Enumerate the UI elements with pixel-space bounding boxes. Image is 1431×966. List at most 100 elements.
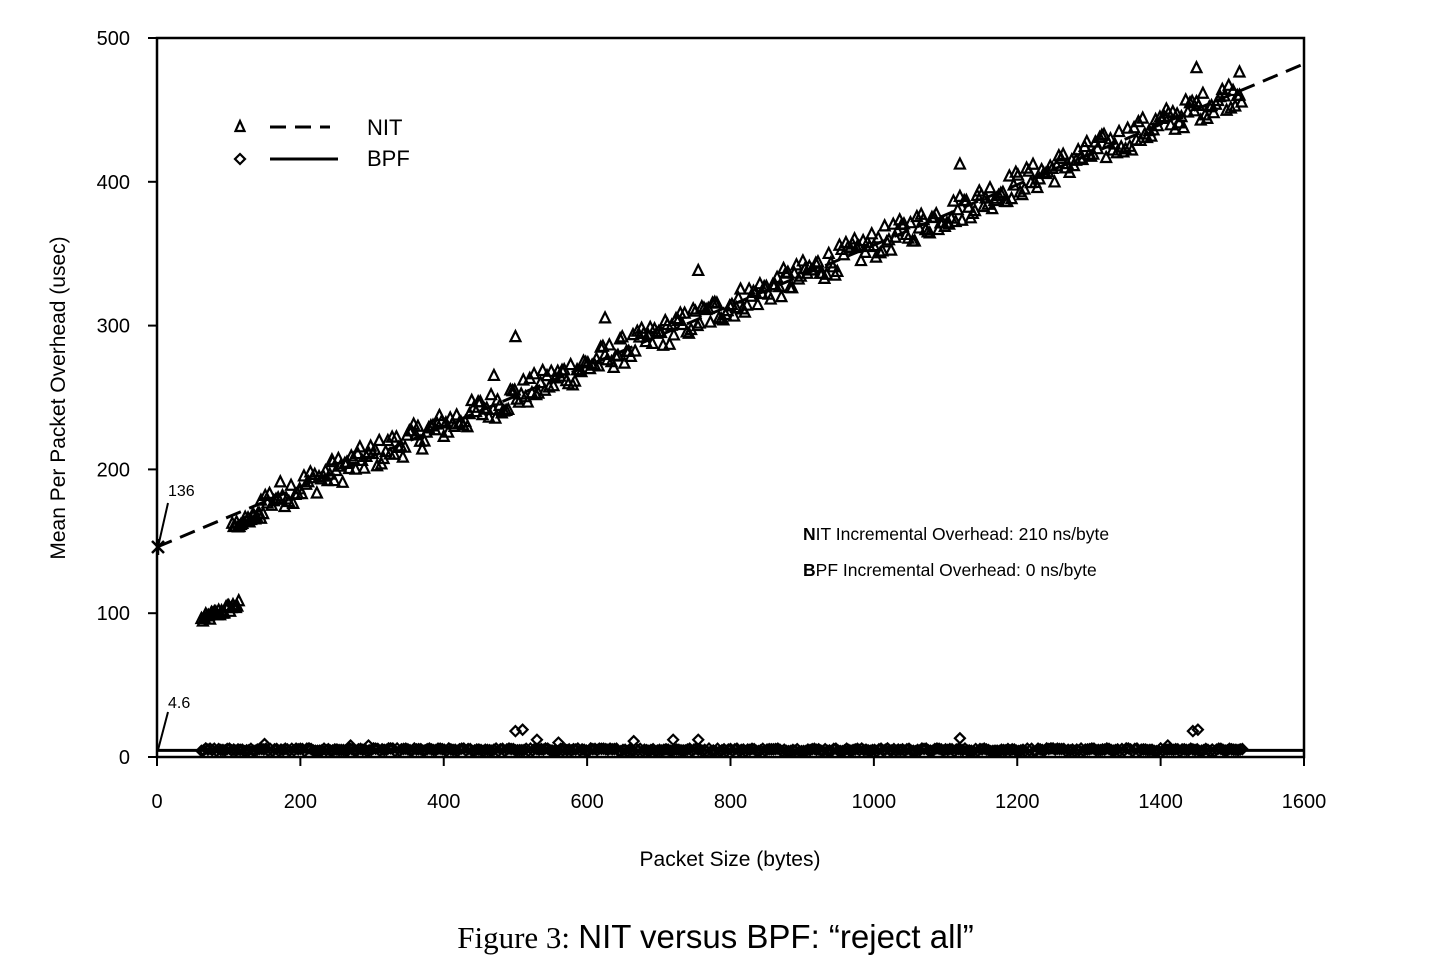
- bpf-marker-icon: [233, 152, 247, 166]
- nit-point: [310, 485, 324, 499]
- nit-point: [1168, 121, 1182, 135]
- nit-point: [527, 365, 541, 380]
- x-tick-label: 200: [284, 791, 317, 813]
- bpf-point: [216, 743, 230, 757]
- nit-point: [1189, 59, 1204, 74]
- nit-point: [1017, 181, 1032, 195]
- nit-point: [1224, 100, 1238, 114]
- nit-point: [487, 367, 501, 382]
- nit-point: [662, 336, 677, 350]
- nit-point: [1234, 94, 1249, 108]
- axis-ticks: 0 200 400 600 800 1000 1200 1400 1600 0 100 200 300 4…: [97, 28, 1327, 813]
- nit-point: [1150, 117, 1165, 132]
- bpf-point: [605, 742, 619, 756]
- nit-point: [460, 418, 475, 433]
- nit-point: [1118, 140, 1133, 155]
- legend-item-nit: NIT: [233, 115, 402, 140]
- nit-point: [520, 394, 535, 408]
- nit-point: [563, 356, 578, 371]
- nit-point: [389, 428, 404, 443]
- bpf-point: [953, 731, 967, 745]
- nit-point: [763, 291, 778, 305]
- nit-point: [692, 315, 707, 329]
- nit-point: [875, 242, 890, 257]
- bpf-point: [366, 741, 381, 755]
- nit-point: [923, 224, 937, 239]
- x-tick-label: 400: [427, 791, 460, 813]
- callout-text: 136: [168, 483, 195, 500]
- nit-point: [912, 220, 926, 234]
- nit-point: [469, 403, 483, 418]
- nit-point: [654, 324, 668, 339]
- bpf-intercept-callout: 4.6: [157, 695, 190, 751]
- bpf-point: [769, 742, 783, 756]
- nit-point: [1080, 133, 1094, 148]
- intercept-star-icon: [151, 539, 165, 555]
- nit-point: [830, 263, 845, 278]
- nit-point: [703, 314, 718, 328]
- x-tick-label: 1200: [995, 791, 1040, 813]
- x-tick-label: 1400: [1138, 791, 1183, 813]
- nit-point: [387, 446, 402, 460]
- nit-point: [787, 265, 802, 279]
- nit-point: [740, 297, 754, 311]
- nit-point: [723, 297, 737, 312]
- nit-point: [327, 472, 341, 487]
- x-axis-label: Packet Size (bytes): [640, 848, 821, 871]
- y-tick-label: 400: [97, 172, 130, 194]
- nit-point: [750, 296, 765, 311]
- nit-point: [507, 382, 522, 396]
- bpf-point: [627, 734, 641, 748]
- nit-point: [1103, 130, 1118, 145]
- nit-point: [1135, 110, 1150, 124]
- nit-point: [335, 474, 350, 488]
- bpf-point: [381, 741, 396, 755]
- nit-point: [286, 495, 300, 509]
- bpf-point: [1052, 742, 1067, 756]
- figure-number: Figure 3:: [457, 920, 571, 955]
- nit-point: [710, 295, 724, 309]
- bpf-point: [361, 738, 376, 753]
- nit-point: [256, 505, 270, 520]
- y-tick-label: 500: [97, 28, 130, 50]
- nit-point: [284, 477, 298, 491]
- nit-point: [574, 363, 589, 378]
- y-axis-label: Mean Per Packet Overhead (usec): [47, 236, 70, 559]
- x-tick-label: 1600: [1282, 791, 1327, 813]
- nit-point: [645, 335, 660, 350]
- nit-point: [819, 266, 834, 280]
- nit-note-rest: IT Incremental Overhead: 210 ns/byte: [816, 524, 1109, 544]
- nit-point: [1030, 179, 1045, 194]
- legend-label-nit: NIT: [367, 115, 402, 140]
- nit-point: [968, 202, 982, 217]
- nit-point: [1056, 146, 1070, 160]
- legend-label-bpf: BPF: [367, 146, 410, 171]
- nit-point: [1049, 157, 1064, 172]
- nit-point: [770, 269, 784, 284]
- nit-point: [411, 418, 425, 432]
- nit-point: [738, 304, 752, 318]
- nit-point: [877, 217, 892, 232]
- nit-point: [1125, 142, 1139, 156]
- nit-point: [1176, 119, 1191, 134]
- y-tick-label: 200: [97, 459, 130, 481]
- nit-point: [538, 382, 552, 396]
- nit-point: [907, 233, 922, 247]
- nit-point: [342, 460, 356, 475]
- nit-point: [733, 281, 748, 295]
- nit-point: [368, 441, 382, 455]
- nit-point: [785, 279, 799, 294]
- nit-point: [350, 445, 365, 460]
- nit-point: [372, 432, 387, 447]
- nit-point: [1196, 85, 1210, 99]
- nit-overhead-note: NIT Incremental Overhead: 210 ns/byte: [803, 524, 1109, 544]
- nit-point: [1026, 156, 1040, 170]
- nit-point: [1144, 128, 1159, 142]
- figure-caption: Figure 3: NIT versus BPF: “reject all”: [0, 918, 1431, 957]
- nit-point: [890, 222, 905, 237]
- nit-point: [1021, 163, 1036, 177]
- nit-point: [1062, 164, 1077, 179]
- nit-marker-icon: [233, 118, 247, 133]
- nit-point: [1163, 116, 1178, 131]
